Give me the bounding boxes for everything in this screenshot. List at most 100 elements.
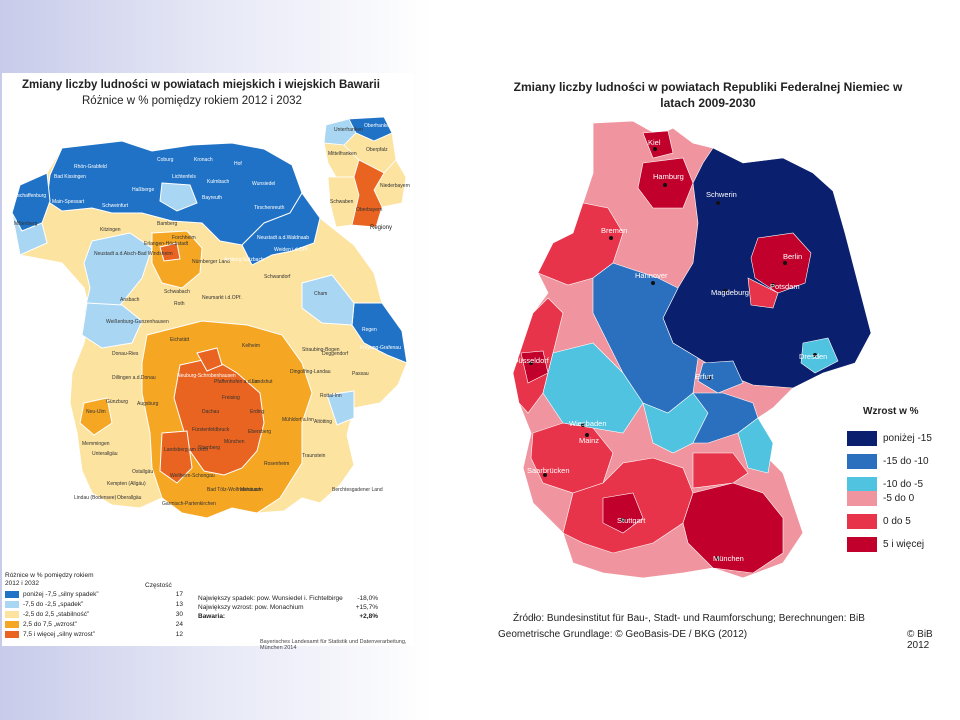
- place-label: Unterallgäu: [92, 451, 118, 457]
- bavaria-map-title: Zmiany liczby ludności w powiatach miejs…: [22, 79, 380, 91]
- stat-label: Największy spadek: pow. Wunsiedel i. Fic…: [198, 595, 343, 602]
- legend-label: -10 do -5: [883, 478, 924, 490]
- place-label: Landshut: [252, 379, 273, 385]
- germany-bav-mid-red: [692, 452, 749, 489]
- place-label: Eichstätt: [170, 337, 190, 343]
- place-label: Aschaffenburg: [14, 193, 46, 199]
- city-label: Schwerin: [706, 190, 737, 199]
- place-label: Erding: [250, 409, 265, 415]
- place-label: Neustadt a.d.Aisch-Bad Windsheim: [94, 251, 173, 257]
- place-label: Ansbach: [120, 297, 140, 303]
- region-label: Unterfranken: [334, 127, 363, 133]
- place-label: Altötting: [314, 419, 332, 425]
- bavaria-legend-item: 2,5 do 7,5 „wzrost” 24: [5, 620, 183, 628]
- bavaria-growth-west: [79, 397, 113, 436]
- germany-legend-item: -5 do 0: [847, 490, 914, 506]
- place-label: Cham: [314, 291, 327, 297]
- stat-value: +15,7%: [355, 604, 378, 611]
- city-label: Düsseldorf: [513, 356, 550, 365]
- place-label: Ebersberg: [248, 429, 271, 435]
- place-label: Oberallgäu: [117, 495, 142, 501]
- bavaria-stats: Największy spadek: pow. Wunsiedel i. Fic…: [198, 594, 378, 621]
- bavaria-map-panel: Zmiany liczby ludności w powiatach miejs…: [2, 73, 414, 651]
- germany-map-title: Zmiany liczby ludności w powiatach Repub…: [513, 80, 903, 110]
- bavaria-strong-growth-1: [173, 357, 265, 476]
- germany-source: Źródło: Bundesinstitut für Bau-, Stadt- …: [513, 613, 865, 624]
- germany-nw-red: [537, 202, 624, 286]
- place-label: Neustadt a.d.Waldnaab: [257, 235, 309, 241]
- place-label: Rosenheim: [264, 461, 289, 467]
- place-label: Kitzingen: [100, 227, 121, 233]
- region-label: Mittelfranken: [328, 151, 357, 157]
- place-label: Weißenburg-Gunzenhausen: [106, 319, 169, 325]
- region-oberbayern: [351, 159, 385, 228]
- legend-swatch: [5, 600, 19, 608]
- legend-label: 0 do 5: [883, 515, 911, 527]
- place-label: Miesbach: [240, 487, 262, 493]
- legend-label: -2,5 do 2,5 „stabilność”: [23, 610, 90, 618]
- place-label: Dachau: [202, 409, 219, 415]
- germany-legend-item: 0 do 5: [847, 513, 911, 529]
- place-label: Weiden i.d.OPf.: [274, 247, 309, 253]
- legend-label: poniżej -7,5 „silny spadek”: [23, 590, 99, 598]
- germany-potsdam-pink: [747, 277, 779, 309]
- regions-inset-label: Regiony: [370, 225, 393, 231]
- place-label: Landsberg am Lech: [164, 447, 208, 453]
- bavaria-decline-5: [159, 182, 198, 212]
- germany-geometry-source: Geometrische Grundlage: © GeoBasis-DE / …: [498, 629, 748, 640]
- bavaria-legend-item: poniżej -7,5 „silny spadek” 17: [5, 590, 183, 598]
- bavaria-legend-item: 7,5 i więcej „silny wzrost” 12: [5, 630, 183, 638]
- place-label: Traunstein: [302, 453, 326, 459]
- place-label: Bad Tölz-Wolfratshausen: [207, 487, 263, 493]
- place-label: Starnberg: [198, 445, 220, 451]
- bavaria-southeast-decline: [351, 302, 408, 364]
- place-label: Augsburg: [137, 401, 159, 407]
- place-label: Rottal-Inn: [320, 393, 342, 399]
- place-label: Neumarkt i.d.OPf.: [202, 295, 242, 301]
- bavaria-strong-growth-4: [159, 242, 181, 262]
- germany-berlin-red: [750, 232, 812, 294]
- bavaria-map: Unterfranken Oberfranken Mittelfranken O…: [11, 116, 410, 519]
- place-label: Miltenberg: [14, 221, 38, 227]
- place-label: Mühldorf a.Inn: [282, 417, 314, 423]
- bavaria-strong-growth-2: [159, 430, 193, 484]
- legend-label: -15 do -10: [883, 455, 929, 467]
- place-label: Kempten (Allgäu): [107, 481, 146, 487]
- bavaria-decline-2: [81, 302, 143, 349]
- germany-stuttgart-red: [602, 492, 644, 534]
- legend-count: 24: [175, 620, 183, 628]
- place-label: Lichtenfels: [172, 174, 196, 180]
- place-label: Hof: [234, 161, 242, 167]
- place-label: Regen: [362, 327, 377, 333]
- place-label: Lindau (Bodensee): [74, 495, 117, 501]
- city-label: Saarbrücken: [527, 466, 570, 475]
- place-label: Haßberge: [132, 187, 154, 193]
- place-label: Coburg: [157, 157, 174, 163]
- germany-legend-item: 5 i więcej: [847, 536, 924, 552]
- city-label: Wiesbaden: [569, 419, 607, 428]
- germany-bav-east-cyan: [737, 417, 774, 474]
- stat-label: Bawaria:: [198, 613, 226, 620]
- bavaria-legend-item: -7,5 do -2,5 „spadek” 13: [5, 600, 183, 608]
- germany-copyright: © BiB 2012: [907, 629, 933, 651]
- place-label: Neuburg-Schrobenhausen: [177, 373, 236, 379]
- legend-count: 13: [175, 600, 183, 608]
- legend-swatch: [5, 610, 19, 618]
- place-label: Passau: [352, 371, 369, 377]
- place-label: München: [224, 439, 245, 445]
- bavaria-legend-heading-years: 2012 i 2032: [5, 580, 39, 587]
- legend-count: 12: [175, 630, 183, 638]
- germany-legend-title: Wzrost w %: [863, 406, 919, 417]
- germany-kiel-red: [642, 130, 674, 159]
- legend-label: 7,5 i więcej „silny wzrost”: [23, 630, 95, 638]
- germany-munich-red: [682, 482, 784, 574]
- place-label: Schwandorf: [264, 274, 291, 280]
- place-label: Schwabach: [164, 289, 190, 295]
- place-label: Ostallgäu: [132, 469, 153, 475]
- legend-swatch: [847, 430, 877, 446]
- city-label: Magdeburg: [711, 288, 749, 297]
- germany-legend-item: -15 do -10: [847, 453, 929, 469]
- bavaria-strong-growth-3: [196, 347, 223, 372]
- germany-legend-item: -10 do -5: [847, 476, 923, 492]
- region-label: Niederbayern: [380, 183, 410, 189]
